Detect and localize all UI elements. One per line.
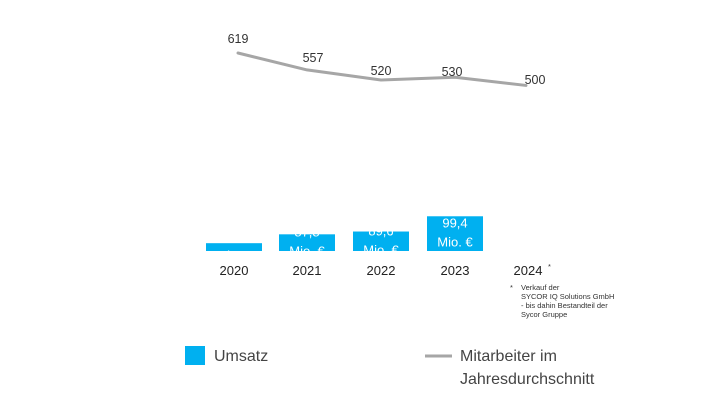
footnote-asterisk: * [510,283,513,292]
revenue-unit-label: Mio. € [510,258,546,273]
revenue-unit-label: Mio. € [363,242,399,257]
employees-line [236,51,528,87]
footnote-line: - bis dahin Bestandteil der [521,301,608,310]
revenue-value-label: 69,05 [512,239,545,254]
revenue-unit-label: Mio. € [437,235,473,250]
revenue-unit-label: Mio. € [216,248,252,263]
legend-revenue-swatch [185,346,205,365]
footnote-line: SYCOR IQ Solutions GmbH [521,292,614,301]
year-label-2023: 2023 [441,263,470,278]
revenue-value-label: 89,6 [368,223,393,238]
footnote-marker: * [548,262,551,271]
employees-value-label: 500 [525,73,546,87]
year-label-2021: 2021 [293,263,322,278]
revenue-bar-2022 [353,231,409,251]
employees-value-label: 619 [228,32,249,46]
revenue-value-label: 87,8 [294,225,319,240]
revenue-bar-2020 [206,243,262,251]
revenue-bar-2021 [279,234,335,251]
year-label-2024: 2024 [514,263,543,278]
footnote-line: Sycor Gruppe [521,310,567,319]
legend-revenue-label: Umsatz [214,348,268,365]
revenue-bar-2023 [427,216,483,251]
year-label-2022: 2022 [367,263,396,278]
employees-value-label: 530 [442,65,463,79]
footnote-line: Verkauf der [521,283,560,292]
revenue-unit-label: Mio. € [289,244,325,259]
revenue-value-label: 99,4 [442,216,467,231]
legend-employees-label-line2: Jahresdurchschnitt [460,371,595,388]
employees-value-label: 557 [303,51,324,65]
employees-value-label: 520 [371,64,392,78]
revenue-value-label: 82,1 [221,229,246,244]
legend-employees-label-line1: Mitarbeiter im [460,348,557,365]
year-label-2020: 2020 [220,263,249,278]
